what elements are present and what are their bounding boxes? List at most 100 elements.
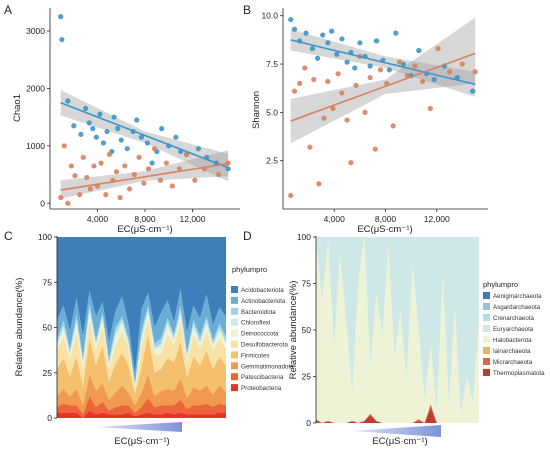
y-tick-label: 5.0 (266, 107, 278, 117)
area-euryarchaeota (316, 237, 479, 416)
orange-data-point (396, 59, 403, 65)
legend-label: Bacteroidota (241, 309, 276, 316)
legend-label: Thermoplasmatota (493, 370, 545, 377)
panel-letter-c: C (4, 229, 13, 243)
orange-data-point (91, 163, 97, 169)
orange-data-point (297, 80, 303, 86)
y-tick-label: 2000 (26, 83, 45, 93)
blue-data-point (138, 134, 145, 140)
y-tick-label: 25 (302, 372, 312, 382)
legend-label: Aenigmarchaeota (493, 293, 542, 300)
y-tick-label: 100 (297, 232, 311, 242)
legend-swatch (231, 307, 238, 315)
x-tick-label: 12,000 (180, 214, 206, 224)
orange-data-point (58, 194, 64, 201)
legend-swatch (483, 369, 490, 376)
orange-data-point (176, 166, 183, 172)
blue-data-point (159, 126, 165, 132)
orange-data-point (157, 177, 164, 183)
blue-data-point (386, 67, 392, 73)
legend-swatch (231, 340, 238, 348)
y-tick-label: 25 (43, 368, 53, 378)
blue-data-point (344, 59, 350, 65)
orange-data-point (136, 154, 142, 160)
legend-label: Proteobacteria (241, 385, 282, 392)
blue-confidence-band (290, 29, 476, 97)
legend-swatch (231, 296, 238, 304)
orange-data-point (72, 173, 78, 179)
blue-data-point (149, 160, 155, 166)
orange-data-point (390, 123, 396, 129)
y-tick-label: 0 (40, 198, 45, 208)
blue-data-point (352, 65, 358, 71)
panel-letter-b: B (243, 3, 251, 17)
orange-data-point (103, 192, 109, 198)
panel-b-y-label: Shannon (251, 91, 262, 129)
orange-regression-line (290, 52, 476, 122)
orange-data-point (321, 115, 327, 121)
panel-c-stacked-area: 0 25 50 75 100 EC(μS·cm⁻¹) Relative abundanc… (14, 232, 294, 447)
orange-data-point (420, 78, 426, 85)
panel-c-y-label: Relative abundance(%) (14, 278, 25, 377)
orange-data-point (348, 160, 354, 166)
y-tick-label: 100 (38, 232, 52, 242)
blue-data-point (309, 45, 316, 52)
orange-data-point (435, 45, 441, 52)
area-halobacterota (316, 237, 479, 423)
blue-data-point (288, 16, 294, 23)
legend-label: Iainarchaeota (493, 348, 531, 355)
blue-data-point (100, 140, 107, 146)
orange-data-point (126, 186, 133, 192)
blue-data-point (86, 120, 92, 126)
x-tick-label: 8,000 (375, 214, 397, 224)
panel-d-stacked-area: 0 25 50 75 100 EC(μS·cm⁻¹) Relative abundanc… (288, 232, 545, 447)
blue-regression-line (60, 102, 229, 169)
orange-data-point (311, 76, 317, 83)
legend-label: Chloroflexi (241, 320, 270, 327)
legend-swatch (483, 303, 490, 310)
panel-c-ec-gradient-wedge (95, 422, 182, 432)
orange-data-point (335, 71, 341, 77)
blue-data-point (357, 40, 363, 46)
panel-d-x-label: EC(μS·cm⁻¹) (372, 436, 427, 447)
panel-letter-d: D (243, 229, 252, 243)
legend-label: Micrarchaeota (493, 359, 533, 366)
orange-data-point (307, 144, 313, 150)
blue-data-point (329, 28, 335, 34)
orange-data-point (77, 192, 83, 198)
orange-data-point (339, 90, 345, 96)
panel-c-legend: Acidobacteriota Actinobacteriota Bacteroid… (231, 286, 294, 392)
y-tick-label: 50 (43, 323, 53, 333)
orange-data-point (192, 177, 198, 183)
blue-data-point (58, 14, 64, 20)
panel-c-legend-title: phylumpro (232, 265, 267, 274)
blue-data-point (416, 47, 422, 54)
orange-data-point (61, 143, 67, 149)
orange-data-point (151, 146, 158, 152)
legend-label: Crenarchaeota (493, 315, 534, 322)
y-tick-label: 2.5 (266, 156, 278, 166)
orange-confidence-band (60, 150, 229, 199)
legend-label: Actinobacteriota (241, 298, 286, 305)
x-tick-label: 8,000 (134, 214, 156, 224)
blue-data-point (367, 63, 373, 69)
panel-a-y-label: Chao1 (12, 94, 23, 122)
y-tick-label: 75 (302, 279, 312, 289)
orange-data-point (459, 61, 465, 67)
orange-data-point (344, 117, 350, 123)
orange-data-point (302, 65, 308, 71)
blue-data-point (124, 146, 130, 152)
legend-label: Asgardarchaeota (493, 304, 541, 311)
legend-swatch (483, 358, 490, 365)
orange-data-point (163, 160, 169, 166)
blue-data-point (144, 140, 150, 146)
legend-swatch (483, 292, 490, 299)
orange-data-point (225, 160, 231, 166)
blue-data-point (97, 111, 103, 117)
orange-data-point (169, 183, 175, 189)
panel-a-scatter: 4,000 8,000 12,000 0 1000 2000 3000 Chao1 EC(μ… (12, 8, 240, 235)
panel-d-ec-gradient-wedge (352, 425, 441, 437)
blue-data-point (320, 32, 326, 38)
orange-data-point (80, 154, 86, 160)
panel-c-x-label: EC(μS·cm⁻¹) (114, 436, 169, 447)
